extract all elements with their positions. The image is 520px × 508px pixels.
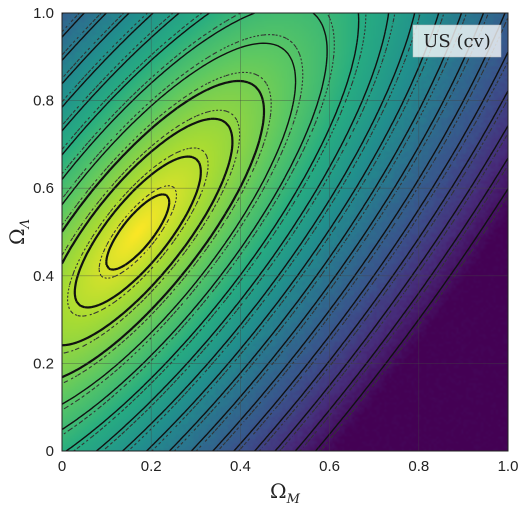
plot-area: [62, 13, 508, 451]
y-tick-label: 0: [46, 443, 54, 460]
panel-label: US (cv): [423, 31, 491, 52]
y-tick-label: 0.2: [33, 355, 54, 372]
x-tick-label: 0.8: [408, 458, 429, 475]
y-tick-label: 0.8: [33, 93, 54, 110]
y-axis-label: ΩΛ: [5, 219, 33, 245]
panel-label-box: US (cv): [413, 25, 501, 57]
y-axis-ticks: 0 0.2 0.4 0.6 0.8 1.0: [33, 5, 54, 460]
x-tick-label: 0.6: [319, 458, 340, 475]
y-tick-label: 0.6: [33, 180, 54, 197]
x-axis-ticks: 0 0.2 0.4 0.6 0.8 1.0: [58, 458, 519, 475]
x-tick-label: 0.2: [141, 458, 162, 475]
x-tick-label: 0: [58, 458, 66, 475]
x-tick-label: 0.4: [230, 458, 251, 475]
x-axis-label: ΩM: [270, 479, 301, 507]
x-tick-label: 1.0: [498, 458, 519, 475]
y-tick-label: 1.0: [33, 5, 54, 22]
y-tick-label: 0.4: [33, 268, 54, 285]
